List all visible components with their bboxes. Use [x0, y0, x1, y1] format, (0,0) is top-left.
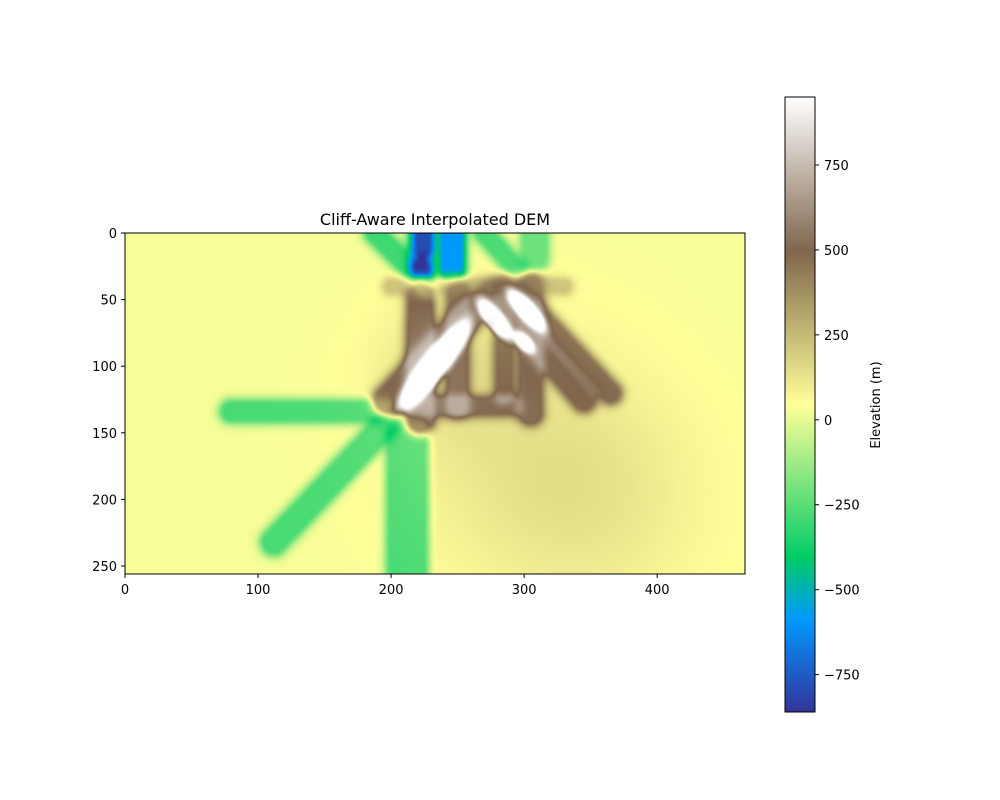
heatmap-area [125, 233, 745, 574]
y-tick-label: 150 [92, 427, 117, 442]
y-tick-label: 50 [100, 294, 117, 309]
x-tick-label: 0 [121, 583, 129, 598]
colorbar-tick-label: −750 [824, 669, 860, 684]
y-tick-label: 100 [92, 360, 117, 375]
colorbar-tick-label: 750 [824, 159, 849, 174]
heatmap-image [125, 233, 745, 574]
colorbar-tick-label: −250 [824, 499, 860, 514]
colorbar-label: Elevation (m) [869, 361, 884, 448]
x-tick-label: 100 [246, 583, 271, 598]
colorbar-tick-label: 0 [824, 414, 832, 429]
colorbar-tick-label: −500 [824, 584, 860, 599]
colorbar-tick-label: 250 [824, 329, 849, 344]
x-axis: 0 100 200 300 400 [121, 574, 670, 598]
x-tick-label: 400 [645, 583, 670, 598]
x-tick-label: 300 [512, 583, 537, 598]
colorbar-tick-label: 500 [824, 244, 849, 259]
plot-frame [124, 232, 746, 575]
chart-title: Cliff-Aware Interpolated DEM [320, 210, 550, 229]
x-tick-label: 200 [379, 583, 404, 598]
colorbar-axis: −750 −500 −250 0 250 500 750 [815, 159, 860, 684]
heatmap-image-holder [125, 233, 745, 574]
y-axis: 0 50 100 150 200 250 [92, 227, 125, 575]
y-tick-label: 250 [92, 560, 117, 575]
colorbar [784, 96, 816, 713]
y-tick-label: 200 [92, 493, 117, 508]
y-tick-label: 0 [109, 227, 117, 242]
